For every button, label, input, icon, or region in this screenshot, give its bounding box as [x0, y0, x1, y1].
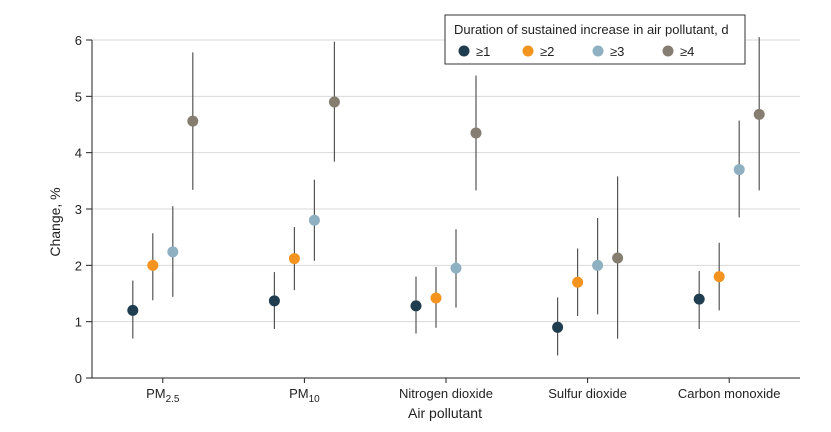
legend-marker [592, 45, 604, 57]
x-tick-label: Carbon monoxide [678, 386, 781, 401]
data-point [450, 262, 462, 274]
data-point [268, 295, 280, 307]
data-point [592, 259, 604, 271]
y-tick-label: 1 [75, 315, 82, 330]
data-point [147, 259, 159, 271]
y-tick-label: 2 [75, 258, 82, 273]
x-tick-label: PM10 [289, 386, 320, 405]
data-point [410, 300, 422, 312]
legend-box [444, 14, 746, 65]
axes: Change, % Air pollutant 0 1 2 3 4 5 6 PM2.5 PM10… [47, 33, 800, 421]
data-point [733, 164, 745, 176]
data-point [308, 214, 320, 226]
y-tick-label: 5 [75, 89, 82, 104]
legend: Duration of sustained increase in air po… [444, 14, 746, 65]
legend-marker [458, 45, 470, 57]
y-tick-label: 3 [75, 202, 82, 217]
data-point [288, 253, 300, 265]
legend-label: ≥4 [680, 44, 694, 59]
y-tick-label: 4 [75, 146, 82, 161]
data-point [612, 252, 624, 264]
data-point [713, 271, 725, 283]
y-tick-label: 6 [75, 33, 82, 48]
gridlines [92, 39, 800, 323]
data-point [127, 304, 139, 316]
x-tick-label: Nitrogen dioxide [399, 386, 493, 401]
x-tick-label: PM2.5 [146, 386, 180, 405]
data-point [552, 321, 564, 333]
x-axis-title: Air pollutant [408, 405, 482, 421]
x-tick-label: Sulfur dioxide [548, 386, 627, 401]
data-point [572, 276, 584, 288]
data-point [328, 96, 340, 108]
y-axis-title: Change, % [47, 187, 63, 256]
data-point [167, 246, 179, 258]
legend-label: ≥2 [540, 44, 554, 59]
data-point [753, 108, 765, 120]
legend-label: ≥3 [610, 44, 624, 59]
legend-marker [662, 45, 674, 57]
legend-marker [522, 45, 534, 57]
data-point [187, 115, 199, 127]
legend-label: ≥1 [476, 44, 490, 59]
y-tick-label: 0 [75, 371, 82, 386]
data-marks [127, 37, 765, 356]
legend-title: Duration of sustained increase in air po… [454, 22, 729, 37]
data-point [693, 293, 705, 305]
data-point [430, 292, 442, 304]
data-point [470, 127, 482, 139]
